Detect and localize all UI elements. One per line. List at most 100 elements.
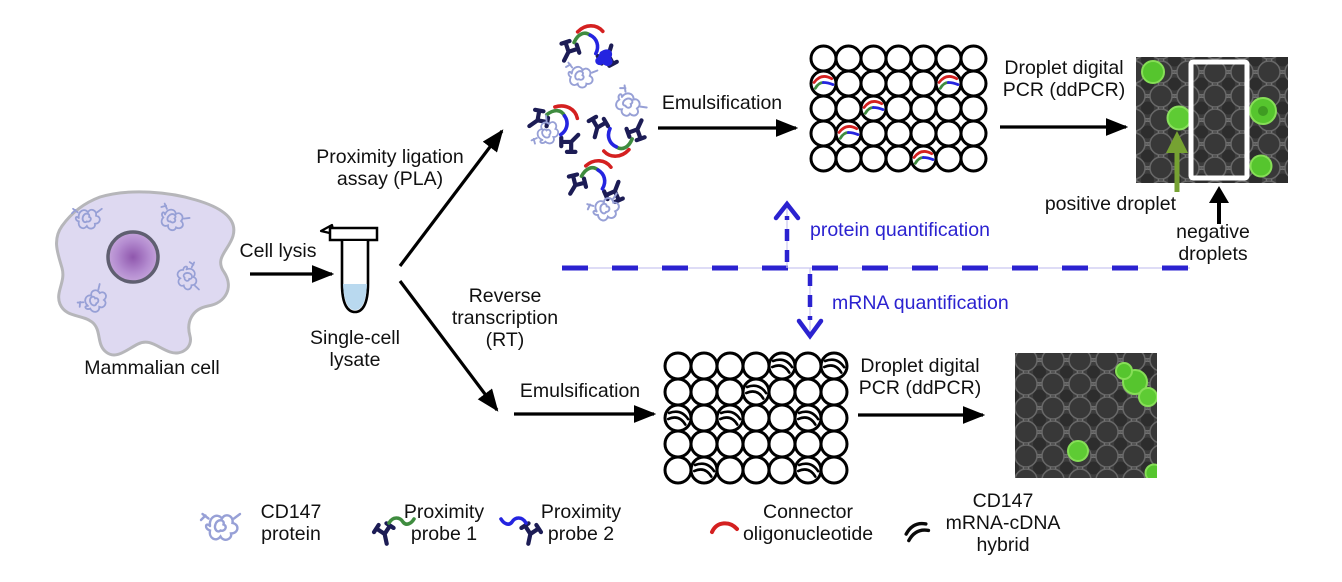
droplet [767,403,797,433]
connector-oligonucleotide-icon [710,521,739,534]
droplet [819,429,849,459]
mrna-cdna-hybrid-icon [904,521,931,543]
mrna-quantification-label: mRNA quantification [832,292,1009,314]
droplet [715,377,745,407]
droplet [859,44,888,73]
droplet [834,69,863,98]
probe-blob [595,49,613,67]
micrograph-protein [1136,57,1288,183]
droplet [909,69,938,98]
negative-droplets-box [1188,59,1250,181]
ddpcr-bottom-label: Droplet digital PCR (ddPCR) [858,355,982,399]
proximity-probe-2-icon [499,516,542,546]
emulsification-bottom-label: Emulsification [519,380,641,402]
micrograph-mrna [1015,353,1157,478]
droplet [715,455,745,485]
droplet [767,377,797,407]
droplet [959,144,988,173]
mammalian-cell-label: Mammalian cell [84,357,220,379]
droplet [884,44,913,73]
ddpcr-top-label: Droplet digital PCR (ddPCR) [1002,57,1126,101]
droplet [959,94,988,123]
legend-label-proximity-probe-1: Proximity probe 1 [403,501,485,545]
negative-droplets-arrow [1209,186,1229,224]
droplet [793,351,823,381]
cd147-protein-icon [199,512,242,541]
droplet [819,403,849,433]
droplet [689,351,719,381]
droplet-grid-mrna [663,351,849,485]
pla-complexes [517,22,655,226]
nucleus [106,230,160,284]
droplet [934,144,963,173]
droplet [809,144,838,173]
droplet [793,429,823,459]
rt-branch-arrow [398,280,499,412]
mammalian-cell-illustration [55,190,236,357]
droplet [859,69,888,98]
droplet [834,144,863,173]
droplet [934,94,963,123]
droplet [884,69,913,98]
protein-quantification-label: protein quantification [810,219,990,241]
droplet [715,429,745,459]
droplet-grid-protein [809,44,988,173]
droplet [767,455,797,485]
positive-droplet-highlight [1249,154,1273,178]
droplet [834,94,863,123]
droplet [689,377,719,407]
droplet [909,44,938,73]
legend-icons [199,512,931,546]
droplet [809,94,838,123]
droplet [663,377,693,407]
reverse-transcription-label: Reverse transcription (RT) [451,285,559,351]
positive-droplet-highlight [1115,362,1133,380]
droplet [741,403,771,433]
proximity-probe-1-icon [373,516,416,546]
legend-label-mrna-cdna-hybrid: CD147 mRNA-cDNA hybrid [945,490,1061,556]
protein-quant-arrow [773,200,801,268]
lysate-tube-icon [319,223,379,314]
positive-droplet-highlight [1138,387,1157,407]
pla-branch-arrow [398,129,504,267]
droplet [934,119,963,148]
droplet [959,69,988,98]
droplet [859,144,888,173]
legend-label-proximity-probe-2: Proximity probe 2 [540,501,622,545]
droplet [663,351,693,381]
droplet [884,119,913,148]
droplet [909,94,938,123]
legend-label-cd147-protein: CD147 protein [260,501,322,545]
droplet [715,351,745,381]
lysate-liquid [343,284,367,310]
droplet [859,119,888,148]
droplet [819,377,849,407]
droplet [767,429,797,459]
cell-lysis-label: Cell lysis [239,240,317,262]
droplet [689,429,719,459]
pla-label: Proximity ligation assay (PLA) [316,146,464,190]
positive-droplet-label: positive droplet [1044,193,1176,215]
droplet [884,94,913,123]
mrna-quant-arrow [796,268,824,340]
droplet [809,119,838,148]
droplet [663,455,693,485]
positive-droplet-highlight [1166,105,1192,131]
positive-droplet-highlight [1144,463,1157,478]
droplet [819,455,849,485]
emulsification-top-label: Emulsification [661,92,783,114]
droplet [663,429,693,459]
droplet [793,377,823,407]
droplet [689,403,719,433]
droplet [741,351,771,381]
positive-droplet-highlight [1141,60,1165,84]
positive-droplet-arrow [1166,131,1188,192]
legend-label-connector-oligonucleotide: Connector oligonucleotide [742,501,874,545]
negative-droplets-label: negative droplets [1176,221,1250,265]
droplet [934,44,963,73]
droplet [741,455,771,485]
droplet [959,44,988,73]
droplet [834,44,863,73]
